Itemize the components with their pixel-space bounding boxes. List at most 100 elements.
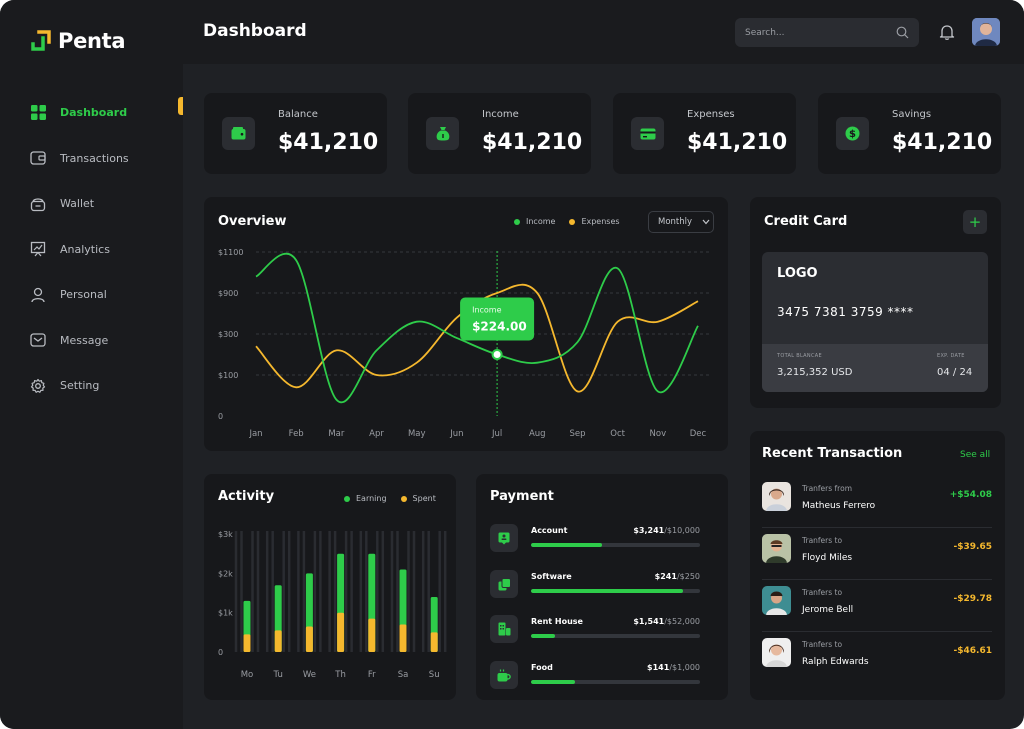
user-avatar[interactable] xyxy=(972,18,1000,46)
search-input[interactable] xyxy=(745,27,896,38)
card-footer: TOTAL BLANCAE 3,215,352 USD EXP. DATE 04… xyxy=(762,344,988,392)
overview-title: Overview xyxy=(218,214,287,229)
period-select[interactable]: Monthly xyxy=(648,211,714,233)
top-header: Dashboard xyxy=(183,0,1024,64)
transaction-row[interactable]: Tranfers to Jerome Bell -$29.78 xyxy=(762,580,992,632)
payment-amount: $3,241/$10,000 xyxy=(633,526,700,535)
sidebar-item-label: Personal xyxy=(60,288,107,302)
transaction-row[interactable]: Tranfers to Floyd Miles -$39.65 xyxy=(762,528,992,580)
sidebar-item-wallet[interactable]: Wallet xyxy=(0,181,183,227)
highlight-point xyxy=(491,349,503,360)
add-card-button[interactable]: + xyxy=(963,210,987,234)
period-value: Monthly xyxy=(658,217,693,227)
card-number: 3475 7381 3759 **** xyxy=(777,305,914,319)
bar-spent xyxy=(430,632,438,652)
payment-item-rent-house[interactable]: Rent House $1,541/$52,000 xyxy=(490,613,700,653)
exp-label: EXP. DATE xyxy=(937,353,965,359)
payment-total: /$52,000 xyxy=(664,617,700,626)
transaction-name: Matheus Ferrero xyxy=(802,501,876,511)
wallet-icon xyxy=(222,117,255,150)
see-all-link[interactable]: See all xyxy=(960,450,991,460)
transaction-row[interactable]: Tranfers to Ralph Edwards -$46.61 xyxy=(762,632,992,684)
activity-card: Activity Earning Spent 0 $1k $2k $3k Mo Tu We T… xyxy=(204,474,456,700)
payment-total: /$1,000 xyxy=(669,663,700,672)
transaction-name: Floyd Miles xyxy=(802,553,853,563)
payment-spent: $3,241 xyxy=(633,526,665,535)
card-icon xyxy=(631,117,664,150)
sidebar-item-label: Message xyxy=(60,333,109,347)
brand-name: Penta xyxy=(58,29,126,53)
payment-card: Payment Account $3,241/$10,000 Software … xyxy=(476,474,728,700)
search-icon[interactable] xyxy=(896,26,909,39)
activity-title: Activity xyxy=(218,489,275,504)
transaction-name: Ralph Edwards xyxy=(802,657,869,667)
payment-item-software[interactable]: Software $241/$250 xyxy=(490,568,700,608)
y-tick-label: $3k xyxy=(218,530,233,539)
stat-card-balance: Balance $41,210 xyxy=(204,93,387,174)
stat-card-expenses: Expenses $41,210 xyxy=(613,93,796,174)
balance-label: TOTAL BLANCAE xyxy=(777,353,822,359)
brand-logo[interactable]: Penta xyxy=(30,29,126,53)
transaction-type: Tranfers to xyxy=(802,536,843,545)
y-tick-label: $2k xyxy=(218,569,233,578)
transaction-amount: -$39.65 xyxy=(953,542,992,552)
sidebar-item-setting[interactable]: Setting xyxy=(0,363,183,409)
x-tick-label: Aug xyxy=(529,429,546,439)
search-box[interactable] xyxy=(735,18,919,47)
payment-name: Rent House xyxy=(531,617,583,626)
x-tick-label: We xyxy=(303,670,316,680)
x-tick-label: Su xyxy=(429,670,440,680)
legend-dot xyxy=(569,218,576,225)
x-tick-label: Mar xyxy=(328,429,345,439)
sidebar-item-personal[interactable]: Personal xyxy=(0,272,183,318)
sidebar-item-label: Wallet xyxy=(60,197,95,211)
x-tick-label: Th xyxy=(334,670,346,680)
payment-spent: $241 xyxy=(654,572,677,581)
penta-logo-icon xyxy=(31,30,51,51)
payment-amount: $141/$1,000 xyxy=(647,663,700,672)
sidebar-item-dashboard[interactable]: Dashboard xyxy=(0,90,183,136)
user-avatar-image xyxy=(972,18,1000,46)
stat-label: Expenses xyxy=(687,109,735,120)
x-tick-label: Jul xyxy=(491,429,502,439)
sidebar-item-message[interactable]: Message xyxy=(0,318,183,364)
y-tick-label: $1100 xyxy=(218,248,243,257)
legend-dot xyxy=(344,495,350,502)
payment-progress-fill xyxy=(531,543,602,547)
x-tick-label: Jun xyxy=(449,429,463,439)
transaction-amount: -$29.78 xyxy=(953,594,992,604)
exp-value: 04 / 24 xyxy=(937,367,973,378)
page-title: Dashboard xyxy=(203,21,307,41)
credit-card-panel: Credit Card + LOGO 3475 7381 3759 **** T… xyxy=(750,197,1001,408)
avatar xyxy=(762,482,791,511)
card-icon xyxy=(30,150,46,166)
bar-spent xyxy=(399,624,407,652)
bell-icon[interactable] xyxy=(938,23,956,41)
card-logo: LOGO xyxy=(777,266,818,281)
credit-card[interactable]: LOGO 3475 7381 3759 **** TOTAL BLANCAE 3… xyxy=(762,252,988,392)
chevron-down-icon xyxy=(702,219,710,225)
payment-item-account[interactable]: Account $3,241/$10,000 xyxy=(490,522,700,562)
transaction-type: Tranfers to xyxy=(802,588,843,597)
payment-item-food[interactable]: Food $141/$1,000 xyxy=(490,659,700,699)
overview-legend: Income Expenses xyxy=(514,217,620,226)
x-tick-label: Oct xyxy=(610,429,625,439)
transaction-row[interactable]: Tranfers from Matheus Ferrero +$54.08 xyxy=(762,476,992,528)
coffee-cup-icon xyxy=(490,661,518,689)
dollar-coin-icon: $ xyxy=(836,117,869,150)
legend-item-expenses: Expenses xyxy=(569,217,620,226)
payment-progress-fill xyxy=(531,589,684,593)
payment-name: Account xyxy=(531,526,568,535)
tooltip: Income $224.00 xyxy=(460,297,535,341)
money-bag-icon xyxy=(426,117,459,150)
payment-total: /$10,000 xyxy=(664,526,700,535)
stat-value: $41,210 xyxy=(892,130,993,155)
avatar xyxy=(762,534,791,563)
sidebar-item-analytics[interactable]: Analytics xyxy=(0,227,183,273)
sidebar: Penta Dashboard Transactions Wallet xyxy=(0,0,183,729)
bar-spent xyxy=(305,626,313,652)
recent-transactions-card: Recent Transaction See all Tranfers from… xyxy=(750,431,1005,700)
sidebar-item-transactions[interactable]: Transactions xyxy=(0,136,183,182)
stat-label: Income xyxy=(482,109,519,120)
